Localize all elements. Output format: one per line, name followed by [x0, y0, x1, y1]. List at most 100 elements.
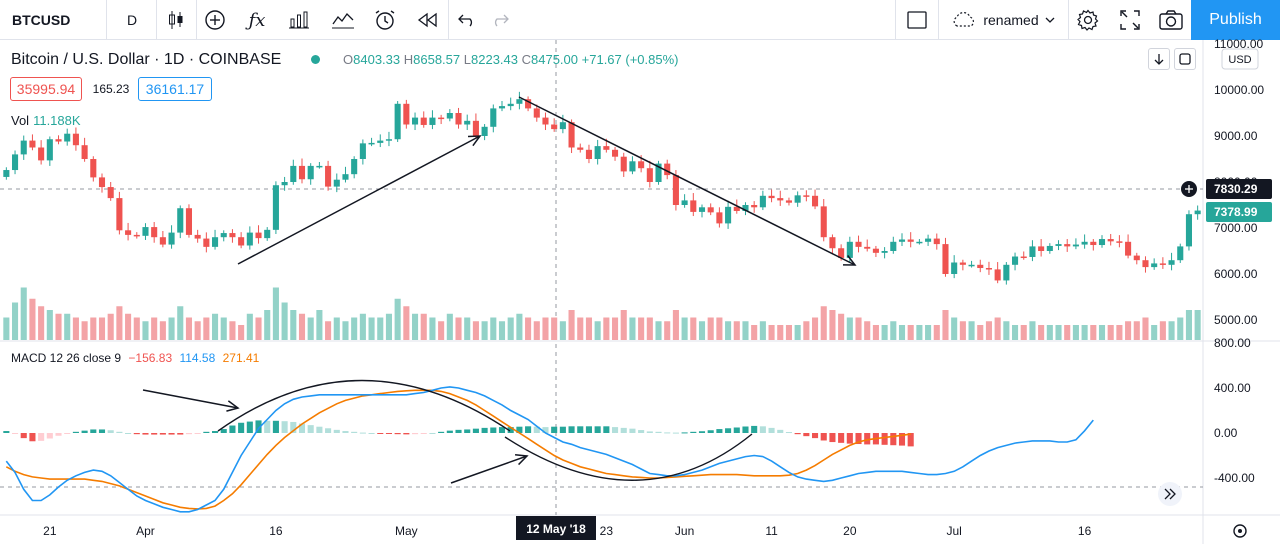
volume-bar	[1098, 325, 1106, 340]
volume-bar	[1177, 317, 1184, 340]
interval-button[interactable]: D	[126, 12, 138, 28]
macd-line	[5, 386, 1094, 513]
candle-body	[1064, 244, 1071, 247]
settings-gear-icon[interactable]	[1075, 0, 1101, 40]
volume-bar	[55, 313, 62, 340]
histogram-bar	[603, 426, 610, 433]
volume-bar	[81, 321, 88, 340]
histogram-bar	[368, 433, 375, 434]
candle-body	[455, 113, 462, 125]
low-value: 8223.43	[471, 52, 518, 67]
undo-icon[interactable]	[455, 0, 479, 40]
symbol-search[interactable]: BTCUSD	[12, 12, 71, 28]
expand-icon[interactable]	[1117, 0, 1143, 40]
price-tick-label: 7000.00	[1214, 221, 1258, 235]
candle-body	[1081, 241, 1088, 245]
candle-body	[725, 206, 732, 224]
volume-bar	[742, 321, 749, 340]
maximize-pane-button[interactable]	[1174, 48, 1196, 70]
toolbar-divider	[196, 0, 197, 40]
candle-body	[985, 268, 992, 270]
volume-bar	[1046, 325, 1053, 340]
histogram-bar	[420, 433, 427, 434]
histogram-bar	[3, 431, 10, 433]
compare-add-icon[interactable]	[203, 0, 227, 40]
volume-bar	[412, 313, 419, 340]
cloud-icon	[954, 12, 975, 27]
candle-body	[168, 232, 175, 245]
volume-bar	[898, 325, 906, 340]
histogram-bar	[429, 433, 436, 434]
layout-menu[interactable]: renamed	[938, 0, 1068, 40]
sell-button[interactable]: 35995.94	[10, 77, 82, 101]
histogram-bar	[90, 429, 97, 433]
volume-bar	[290, 310, 297, 340]
macd-histogram	[3, 420, 914, 447]
histogram-bar	[212, 431, 219, 433]
candle-body	[490, 108, 497, 127]
last-price-label-box	[1206, 202, 1272, 222]
candle-body	[194, 234, 201, 239]
volume-value: 11.188K	[33, 113, 81, 128]
price-tick-label: 9000.00	[1214, 129, 1258, 143]
candle-body	[803, 195, 810, 197]
publish-button[interactable]: Publish	[1191, 0, 1280, 40]
buy-button[interactable]: 36161.17	[138, 77, 212, 101]
volume-bar	[90, 317, 97, 340]
histogram-bar	[594, 426, 601, 433]
time-tick-label: 23	[600, 524, 614, 538]
candle-body	[672, 175, 679, 205]
histogram-bar	[64, 433, 71, 434]
macd-tick-label: 800.00	[1214, 336, 1251, 350]
histogram-bar	[385, 433, 392, 434]
candle-body	[959, 262, 966, 265]
alert-clock-icon[interactable]	[372, 0, 398, 40]
fullscreen-square-icon[interactable]	[905, 0, 929, 40]
volume-bar	[438, 321, 445, 340]
volume-bar	[107, 313, 114, 340]
histogram-bar	[898, 433, 906, 446]
financials-icon[interactable]	[331, 0, 355, 40]
candle-body	[794, 195, 801, 203]
candle-body	[177, 208, 184, 233]
macd-tick-label: -400.00	[1214, 471, 1255, 485]
volume-bar	[716, 317, 723, 340]
uptrend-arrow	[237, 135, 481, 265]
candle-body	[933, 238, 940, 245]
candle-body	[1038, 246, 1045, 251]
histogram-bar	[272, 420, 279, 433]
redo-icon[interactable]	[488, 0, 512, 40]
candle-body	[203, 238, 210, 247]
candle-body	[594, 146, 601, 159]
volume-bar	[968, 321, 975, 340]
replay-icon[interactable]	[415, 0, 441, 40]
histogram-bar	[55, 433, 62, 436]
histogram-bar	[768, 427, 775, 433]
volume-bar	[985, 321, 992, 340]
volume-bar	[1081, 325, 1088, 340]
scroll-down-button[interactable]	[1148, 48, 1170, 70]
volume-bar	[368, 317, 375, 340]
volume-bar	[29, 298, 36, 340]
camera-snapshot-icon[interactable]	[1158, 0, 1184, 40]
histogram-bar	[612, 427, 619, 433]
volume-bar	[951, 317, 958, 340]
candle-body	[812, 195, 819, 207]
candle-body	[359, 143, 366, 159]
volume-bar	[64, 313, 71, 340]
candle-body	[246, 232, 253, 246]
time-tick-label: Jun	[675, 524, 694, 538]
volume-bar	[98, 317, 106, 340]
histogram-bar	[533, 426, 540, 433]
time-tick-label: 20	[843, 524, 857, 538]
candle-body	[681, 200, 688, 205]
candle-body	[1194, 210, 1201, 215]
templates-icon[interactable]	[287, 0, 311, 40]
chart-type-candles-icon[interactable]	[164, 0, 188, 40]
volume-bar	[568, 310, 575, 340]
candle-body	[1055, 244, 1062, 246]
change-value: +71.67 (+0.85%)	[581, 52, 679, 67]
indicators-fx-icon[interactable]: ƒx	[248, 9, 266, 31]
histogram-bar	[890, 433, 897, 446]
